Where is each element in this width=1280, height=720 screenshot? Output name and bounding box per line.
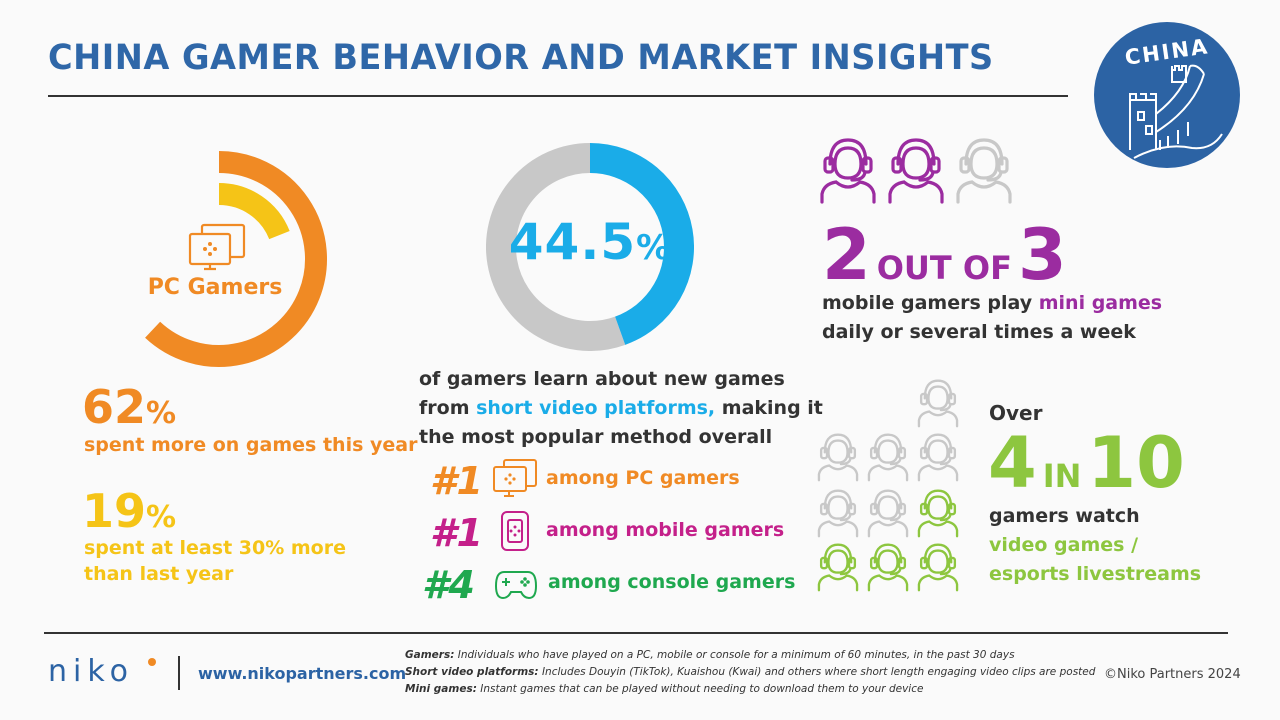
rank-console: #4 bbox=[422, 563, 475, 607]
ls-line2: video games / bbox=[989, 534, 1139, 556]
short-video-unit: % bbox=[636, 228, 672, 268]
ring-19-percent-arc bbox=[218, 183, 290, 240]
short-video-description: of gamers learn about new games from sho… bbox=[419, 365, 823, 452]
headset-gamer-icon bbox=[866, 486, 910, 538]
ls-num1: 4 bbox=[988, 422, 1037, 504]
mini-mid: OUT OF bbox=[876, 249, 1012, 287]
headset-gamer-icon bbox=[954, 134, 1014, 204]
headset-gamer-icon bbox=[916, 376, 960, 428]
copyright: ©Niko Partners 2024 bbox=[1104, 667, 1241, 682]
headset-gamer-icon bbox=[916, 430, 960, 482]
logo-separator bbox=[178, 656, 180, 690]
stat-19-percent: 19% bbox=[82, 488, 176, 534]
footnotes: Gamers: Individuals who have played on a… bbox=[405, 647, 1095, 698]
headset-gamer-icon bbox=[866, 540, 910, 592]
desc-line2-post: making it bbox=[715, 397, 823, 419]
footnote-def: Includes Douyin (TikTok), Kuaishou (Kwai… bbox=[538, 666, 1096, 678]
pc-gamers-ring bbox=[145, 151, 327, 367]
headset-gamer-icon bbox=[866, 430, 910, 482]
logo-dot bbox=[148, 658, 156, 666]
stat-19-value: 19 bbox=[82, 484, 147, 538]
donut-remainder-arc bbox=[486, 143, 626, 351]
footnote-def: Individuals who have played on a PC, mob… bbox=[454, 649, 1015, 661]
stat-19-description-line1: spent at least 30% more bbox=[84, 537, 346, 559]
livestream-icon-grid bbox=[816, 376, 966, 598]
footnote-gamers: Gamers: Individuals who have played on a… bbox=[405, 647, 1095, 664]
rank-pc: #1 bbox=[430, 459, 483, 503]
great-wall-icon bbox=[1129, 64, 1223, 159]
headset-gamer-icon bbox=[886, 134, 946, 204]
title-divider bbox=[48, 95, 1068, 97]
livestream-over: Over bbox=[989, 401, 1043, 425]
donut-44-5-percent-arc bbox=[589, 143, 694, 345]
headset-gamer-icon bbox=[816, 486, 860, 538]
page-title: CHINA GAMER BEHAVIOR AND MARKET INSIGHTS bbox=[48, 38, 994, 78]
rank-mobile: #1 bbox=[430, 511, 483, 555]
stat-62-unit: % bbox=[146, 396, 177, 431]
stat-62-percent: 62% bbox=[82, 384, 176, 430]
headset-gamer-icon bbox=[816, 430, 860, 482]
headset-gamer-icon bbox=[816, 540, 860, 592]
website-link[interactable]: www.nikopartners.com bbox=[198, 664, 407, 683]
china-badge: CHINA bbox=[1094, 22, 1240, 168]
stat-62-description: spent more on games this year bbox=[84, 434, 418, 456]
footnote-term: Mini games: bbox=[405, 683, 477, 695]
smartphone-icon bbox=[501, 511, 529, 551]
footnote-short-video: Short video platforms: Includes Douyin (… bbox=[405, 664, 1095, 681]
short-video-value: 44.5 bbox=[508, 213, 637, 271]
mini-line1-pre: mobile gamers play bbox=[822, 292, 1039, 314]
mini-games-highlight: mini games bbox=[1038, 292, 1163, 314]
headset-gamer-icon bbox=[916, 486, 960, 538]
mini-games-stat: 2 OUT OF3 bbox=[822, 220, 1067, 290]
stat-62-value: 62 bbox=[82, 380, 147, 434]
rank-pc-text: among PC gamers bbox=[546, 467, 740, 489]
mini-line1: mobile gamers play mini games bbox=[822, 289, 1162, 318]
ring-62-percent-arc bbox=[145, 151, 327, 367]
short-video-donut bbox=[486, 143, 694, 351]
footnote-term: Short video platforms: bbox=[405, 666, 539, 678]
pc-monitor-icon bbox=[493, 459, 537, 497]
short-video-percent: 44.5% bbox=[490, 213, 690, 271]
stat-19-unit: % bbox=[146, 500, 177, 535]
ls-mid: IN bbox=[1042, 457, 1082, 495]
mini-num2: 3 bbox=[1017, 214, 1067, 296]
gamepad-icon bbox=[494, 571, 538, 600]
short-video-platforms-highlight: short video platforms, bbox=[476, 397, 716, 419]
stat-19-description-line2: than last year bbox=[84, 563, 234, 585]
livestream-stat: 4 IN10 bbox=[988, 428, 1185, 498]
ls-line3: esports livestreams bbox=[989, 563, 1202, 585]
niko-logo: niko bbox=[48, 654, 135, 689]
headset-gamer-icon bbox=[818, 134, 878, 204]
ls-num2: 10 bbox=[1087, 422, 1185, 504]
mini-games-icon-row bbox=[818, 134, 1028, 206]
livestream-description: gamers watch video games / esports lives… bbox=[989, 502, 1201, 589]
pc-gamers-label: PC Gamers bbox=[147, 275, 283, 300]
mini-num1: 2 bbox=[822, 214, 871, 296]
rank-console-text: among console gamers bbox=[548, 571, 796, 593]
mini-line2: daily or several times a week bbox=[822, 321, 1136, 343]
rank-mobile-text: among mobile gamers bbox=[546, 519, 785, 541]
footnote-mini-games: Mini games: Instant games that can be pl… bbox=[405, 681, 1095, 698]
ls-line1: gamers watch bbox=[989, 505, 1140, 527]
desc-line2-pre: from bbox=[419, 397, 477, 419]
footnote-term: Gamers: bbox=[405, 649, 455, 661]
headset-gamer-icon bbox=[916, 540, 960, 592]
short-video-desc-line1: of gamers learn about new games bbox=[419, 368, 785, 390]
short-video-desc-line2: from short video platforms, making it bbox=[419, 394, 823, 423]
pc-monitor-icon bbox=[188, 223, 246, 271]
mini-games-description: mobile gamers play mini games daily or s… bbox=[822, 289, 1162, 347]
short-video-desc-line3: the most popular method overall bbox=[419, 426, 773, 448]
footnote-def: Instant games that can be played without… bbox=[476, 683, 924, 695]
footer-divider bbox=[44, 632, 1228, 634]
